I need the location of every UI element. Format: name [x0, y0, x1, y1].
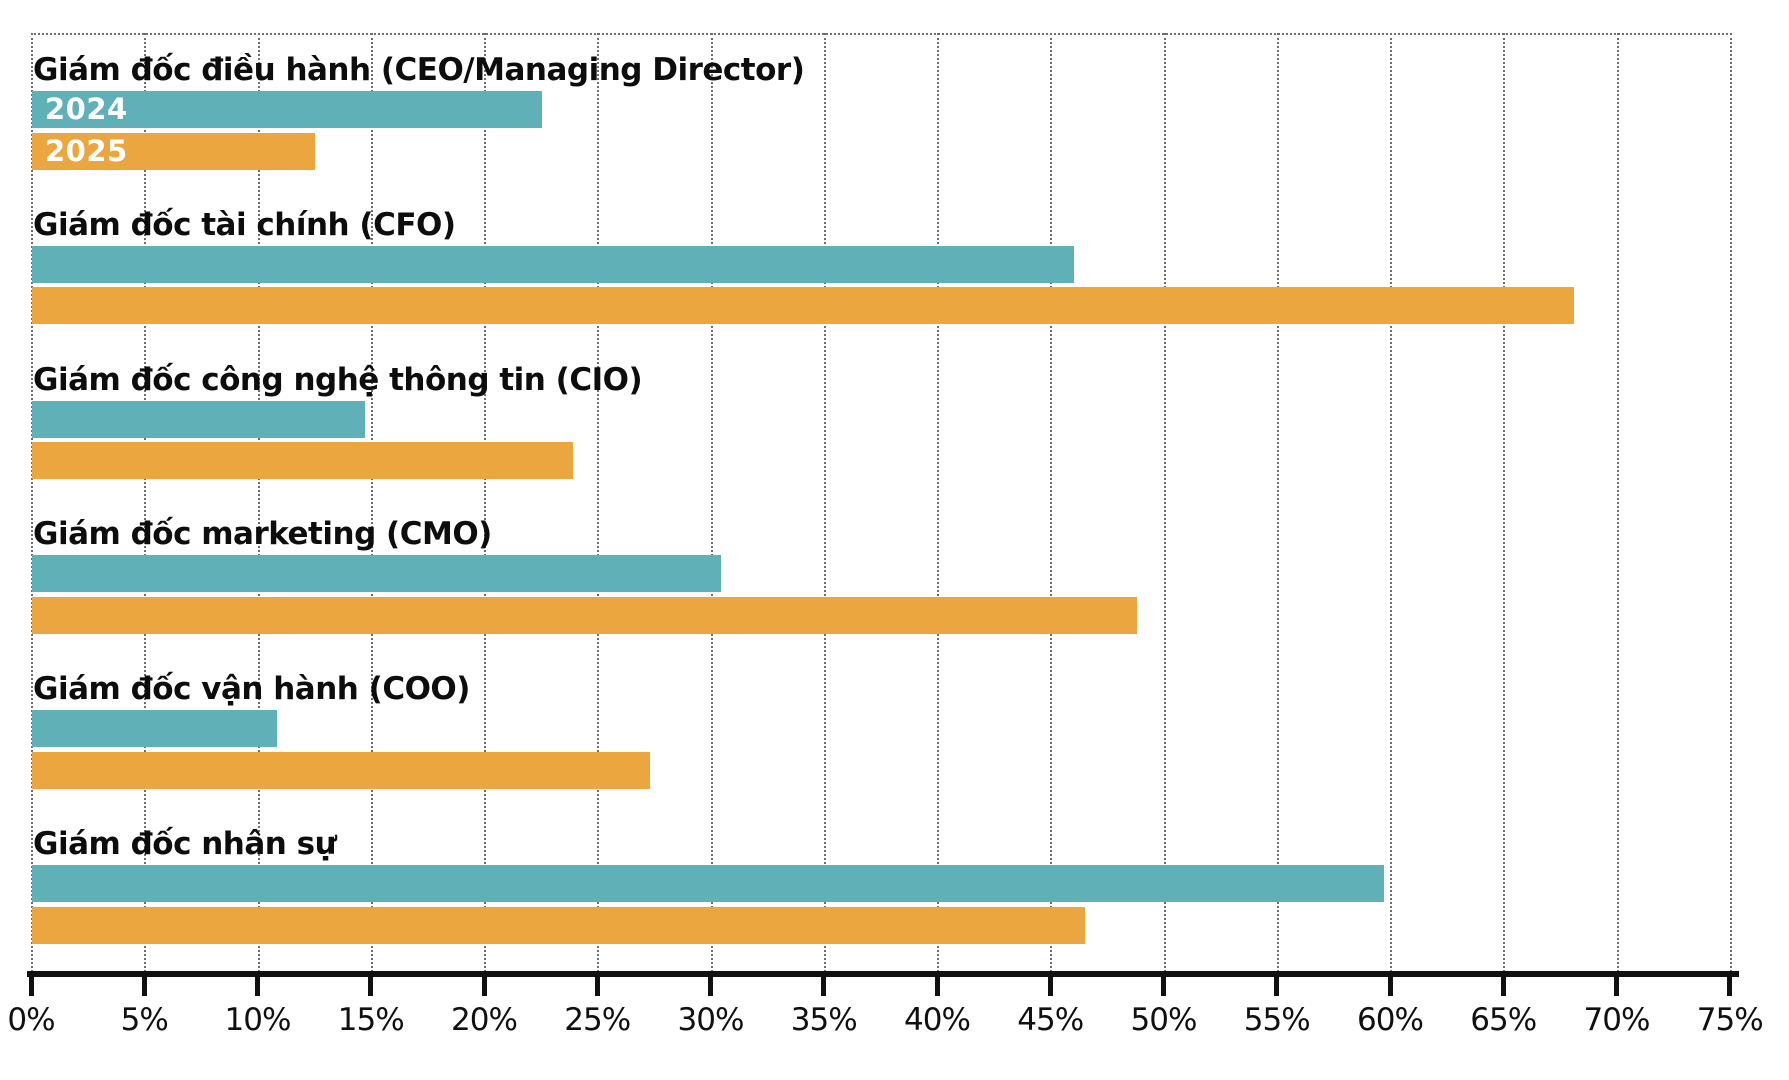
gridline — [710, 33, 713, 972]
series-label-2025: 2025 — [45, 133, 128, 168]
bar-2025: 2025 — [32, 132, 316, 170]
bar-2025 — [32, 906, 1086, 944]
bar-2024 — [32, 555, 721, 593]
axis-tick-label: 45% — [1017, 1002, 1084, 1038]
axis-tick — [708, 977, 713, 996]
category-label: Giám đốc nhân sự — [33, 826, 337, 862]
plot-top-border — [31, 33, 1732, 35]
axis-tick-label: 75% — [1696, 1002, 1764, 1038]
axis-tick-label: 35% — [790, 1002, 858, 1038]
axis-tick-label: 60% — [1357, 1002, 1424, 1038]
bar-2025 — [32, 751, 651, 789]
axis-tick-label: 5% — [120, 1002, 169, 1038]
axis-tick-label: 0% — [7, 1002, 55, 1038]
x-axis-line — [27, 971, 1739, 977]
axis-tick — [28, 977, 34, 996]
gridline — [823, 33, 826, 972]
bar-2024: 2024 — [32, 91, 542, 128]
axis-tick — [1500, 977, 1506, 996]
axis-tick — [481, 977, 487, 996]
bar-2024 — [32, 865, 1385, 902]
axis-tick-label: 40% — [904, 1002, 971, 1038]
series-label-2024: 2024 — [45, 92, 128, 126]
axis-tick — [1047, 977, 1053, 996]
gridline — [1729, 33, 1732, 972]
axis-tick — [1274, 977, 1280, 996]
axis-tick-label: 55% — [1243, 1002, 1311, 1038]
gridline — [144, 33, 147, 972]
category-label: Giám đốc công nghệ thông tin (CIO) — [33, 361, 643, 398]
gridline — [1390, 33, 1392, 972]
axis-tick-label: 10% — [224, 1002, 292, 1038]
axis-tick — [368, 977, 374, 996]
axis-tick-label: 20% — [451, 1002, 518, 1038]
bar-2025 — [32, 287, 1575, 325]
axis-tick-label: 50% — [1130, 1002, 1198, 1038]
gridline — [1050, 33, 1053, 972]
axis-tick-label: 15% — [337, 1002, 405, 1038]
gridline — [1163, 33, 1166, 972]
axis-tick — [1614, 977, 1619, 996]
bar-2024 — [32, 400, 365, 438]
axis-tick — [1161, 977, 1166, 996]
gridline — [1503, 33, 1506, 972]
axis-tick — [594, 977, 600, 996]
gridline — [370, 33, 373, 972]
axis-tick — [821, 977, 827, 996]
axis-tick-label: 30% — [677, 1002, 745, 1038]
category-label: Giám đốc tài chính (CFO) — [33, 206, 456, 243]
gridline — [1276, 33, 1279, 972]
axis-tick — [1387, 977, 1393, 996]
axis-tick-label: 65% — [1470, 1002, 1537, 1038]
gridline — [597, 33, 600, 972]
bar-2025 — [32, 442, 574, 480]
bar-2024 — [32, 710, 277, 748]
bar-2024 — [32, 245, 1074, 283]
axis-tick-label: 25% — [564, 1002, 631, 1038]
axis-tick-label: 70% — [1583, 1002, 1651, 1038]
bar-2025 — [32, 596, 1138, 634]
gridline — [257, 33, 260, 972]
axis-tick — [255, 977, 260, 996]
category-label: Giám đốc điều hành (CEO/Managing Directo… — [33, 52, 805, 88]
gridline — [1616, 33, 1619, 972]
category-label: Giám đốc vận hành (COO) — [33, 671, 470, 708]
category-label: Giám đốc marketing (CMO) — [33, 516, 492, 553]
axis-tick — [1727, 977, 1733, 996]
gridline — [484, 33, 486, 972]
gridline — [31, 33, 33, 972]
axis-tick — [934, 977, 940, 996]
axis-tick — [141, 977, 147, 996]
gridline — [937, 33, 939, 972]
